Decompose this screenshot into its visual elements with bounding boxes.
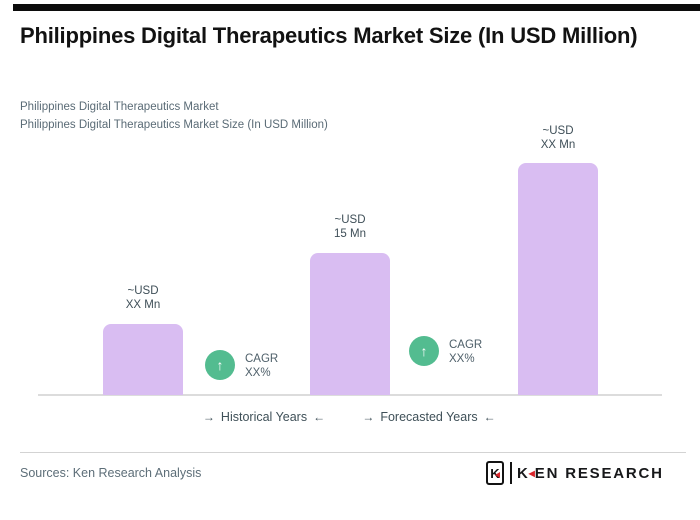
bar-value-label-line: XX Mn xyxy=(540,139,576,151)
axis-group-historical-years: → Historical Years ← xyxy=(164,410,364,424)
logo-red-arrow-icon: ◀ xyxy=(528,469,535,478)
subtitle-line-2: Philippines Digital Therapeutics Market … xyxy=(20,119,328,131)
logo-text-k: K xyxy=(517,464,530,482)
cagr-label-line: CAGR xyxy=(245,353,279,365)
logo-text: K ◀ EN RESEARCH xyxy=(517,465,664,482)
bar-historical xyxy=(103,324,183,395)
bar-value-label-line: XX Mn xyxy=(125,299,161,311)
bar-value-label-base-year: ~USD 15 Mn xyxy=(310,213,390,241)
bar-value-label-line: ~USD xyxy=(542,125,574,137)
bar-value-label-forecast: ~USD XX Mn xyxy=(518,124,598,152)
up-arrow-icon: ↑ xyxy=(420,343,428,359)
cagr-badge-1: ↑ xyxy=(205,350,235,380)
right-arrow-icon: → xyxy=(202,410,215,424)
bar-value-label-line: 15 Mn xyxy=(334,228,366,240)
chart-subtitle: Philippines Digital Therapeutics Market … xyxy=(20,98,328,134)
cagr-label-line: XX% xyxy=(449,353,475,365)
logo-separator xyxy=(510,462,512,484)
subtitle-line-1: Philippines Digital Therapeutics Market xyxy=(20,101,219,113)
logo-emblem: K xyxy=(486,461,504,485)
axis-group-forecasted-years: → Forecasted Years ← xyxy=(329,410,529,424)
axis-group-label: Forecasted Years xyxy=(380,410,478,424)
cagr-label-2: CAGR XX% xyxy=(449,338,482,366)
bar-value-label-line: ~USD xyxy=(127,285,159,297)
top-accent-bar xyxy=(13,4,700,11)
bar-value-label-historical: ~USD XX Mn xyxy=(103,284,183,312)
page-title: Philippines Digital Therapeutics Market … xyxy=(20,23,638,48)
bar-value-label-line: ~USD xyxy=(334,214,366,226)
sources-text: Sources: Ken Research Analysis xyxy=(20,466,202,480)
logo-red-triangle-icon xyxy=(495,472,500,478)
left-arrow-icon: ← xyxy=(313,410,326,424)
bar-forecast xyxy=(518,163,598,395)
footer-divider xyxy=(20,452,686,453)
axis-group-label: Historical Years xyxy=(220,410,308,424)
cagr-badge-2: ↑ xyxy=(409,336,439,366)
logo-text-rest: EN RESEARCH xyxy=(534,464,664,482)
logo-emblem-letter: K xyxy=(490,465,500,481)
left-arrow-icon: ← xyxy=(483,410,496,424)
ken-research-logo: K K ◀ EN RESEARCH xyxy=(486,460,664,486)
cagr-label-1: CAGR XX% xyxy=(245,352,278,380)
cagr-label-line: CAGR xyxy=(449,339,483,351)
x-axis-baseline xyxy=(38,394,662,396)
up-arrow-icon: ↑ xyxy=(216,357,224,373)
bar-base-year xyxy=(310,253,390,395)
right-arrow-icon: → xyxy=(362,410,375,424)
cagr-label-line: XX% xyxy=(245,367,271,379)
